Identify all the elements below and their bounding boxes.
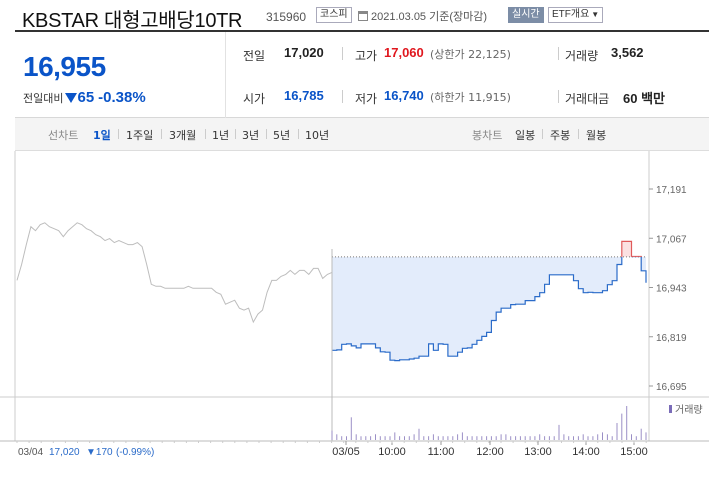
chevron-down-icon: ▼ — [591, 10, 600, 19]
divider — [235, 129, 236, 139]
current-price-box: 16,955 전일대비 65 -0.38% — [15, 32, 226, 118]
divider — [578, 129, 579, 139]
tab-5years[interactable]: 5년 — [273, 129, 291, 142]
low-label: 저가 — [355, 92, 378, 106]
realtime-button[interactable]: 실시간 — [508, 7, 544, 23]
prev-day-close: 17,020 — [49, 447, 80, 458]
base-date-note: 기준(장마감) — [429, 11, 488, 23]
high-value: 17,060 — [384, 45, 424, 60]
tab-1year[interactable]: 1년 — [212, 129, 230, 142]
lower-limit: (하한가 11,915) — [430, 91, 511, 104]
volume-label: 거래량 — [565, 49, 599, 63]
intraday-chart[interactable]: 17,191 17,067 16,943 16,819 16,695 거래량 03/05 10… — [0, 151, 709, 477]
amount-label: 거래대금 — [565, 92, 610, 106]
price-summary: 16,955 전일대비 65 -0.38% 전일 17,020 고가 17,060 … — [15, 30, 709, 118]
tab-monthly-candle[interactable]: 월봉 — [586, 129, 607, 142]
prev-day-change: ▼170 — [86, 447, 113, 458]
open-label: 시가 — [243, 92, 266, 106]
volume-legend-label: 거래량 — [675, 404, 703, 416]
open-value: 16,785 — [284, 88, 324, 103]
change-value: 65 — [77, 89, 95, 106]
current-price: 16,955 — [23, 51, 106, 82]
divider — [342, 47, 343, 60]
prev-day-price-line — [16, 222, 333, 324]
etf-overview-button[interactable]: ETF개요 ▼ — [548, 7, 604, 23]
change-label: 전일대비 — [23, 92, 64, 105]
high-label: 고가 — [355, 49, 378, 63]
base-date-value: 2021.03.05 — [371, 11, 427, 23]
market-badge: 코스피 — [316, 7, 352, 23]
tab-1week[interactable]: 1주일 — [126, 129, 154, 142]
prev-day-change-pct: (-0.99%) — [116, 447, 154, 458]
y-tick-label: 16,819 — [656, 333, 687, 344]
volume-legend-swatch — [669, 405, 672, 413]
change-line: 전일대비 65 -0.38% — [23, 87, 146, 106]
candle-chart-label: 봉차트 — [472, 129, 503, 142]
prev-close-value: 17,020 — [284, 45, 324, 60]
below-prev-close-fill — [332, 256, 646, 361]
tab-daily-candle[interactable]: 일봉 — [515, 129, 536, 142]
y-tick-label: 16,943 — [656, 284, 687, 295]
down-arrow-icon — [65, 93, 78, 103]
base-date: 2021.03.05 기준(장마감) — [358, 8, 487, 24]
open-cell: 시가 16,785 — [227, 75, 342, 118]
tab-3months[interactable]: 3개월 — [169, 129, 197, 142]
stock-name: KBSTAR 대형고배당10TR — [22, 10, 243, 32]
tab-1day[interactable]: 1일 — [93, 129, 111, 142]
volume-value: 3,562 — [611, 45, 644, 60]
divider — [558, 90, 559, 103]
x-tick-label: 10:00 — [378, 446, 406, 458]
high-cell: 고가 17,060 (상한가 22,125) — [343, 32, 573, 75]
divider — [161, 129, 162, 139]
x-tick-label: 12:00 — [476, 446, 504, 458]
divider — [298, 129, 299, 139]
prev-close-label: 전일 — [243, 49, 266, 63]
x-tick-label: 13:00 — [524, 446, 552, 458]
divider — [558, 47, 559, 60]
tab-10years[interactable]: 10년 — [305, 129, 330, 142]
divider — [542, 129, 543, 139]
y-tick-label: 17,191 — [656, 185, 687, 196]
etf-overview-label: ETF개요 — [552, 9, 590, 20]
change-percent: -0.38% — [98, 89, 146, 106]
low-value: 16,740 — [384, 88, 424, 103]
x-tick-label: 14:00 — [572, 446, 600, 458]
divider — [205, 129, 206, 139]
divider — [118, 129, 119, 139]
calendar-icon — [358, 11, 368, 21]
y-tick-label: 17,067 — [656, 234, 687, 245]
prev-close-cell: 전일 17,020 — [227, 32, 342, 75]
low-cell: 저가 16,740 (하한가 11,915) — [343, 75, 573, 118]
x-tick-label: 03/05 — [332, 446, 360, 458]
divider — [342, 90, 343, 103]
divider — [266, 129, 267, 139]
stock-code: 315960 — [266, 10, 307, 24]
title-row: KBSTAR 대형고배당10TR 315960 코스피 2021.03.05 기… — [0, 0, 709, 32]
amount-value: 60 백만 — [623, 91, 665, 106]
amount-cell: 거래대금 60 백만 — [559, 75, 709, 118]
chart-tabs: 선차트 1일 1주일 3개월 1년 3년 5년 10년 봉차트 일봉 주봉 월봉 — [15, 118, 709, 151]
x-tick-label: 11:00 — [428, 446, 455, 458]
tab-weekly-candle[interactable]: 주봉 — [550, 129, 571, 142]
line-chart-label: 선차트 — [48, 129, 79, 142]
x-tick-label: 15:00 — [620, 446, 648, 458]
volume-cell: 거래량 3,562 — [559, 32, 709, 75]
prev-day-date: 03/04 — [18, 447, 43, 458]
upper-limit: (상한가 22,125) — [430, 48, 511, 61]
today-price-line-down — [332, 256, 647, 362]
y-tick-label: 16,695 — [656, 382, 687, 393]
tab-3years[interactable]: 3년 — [242, 129, 260, 142]
